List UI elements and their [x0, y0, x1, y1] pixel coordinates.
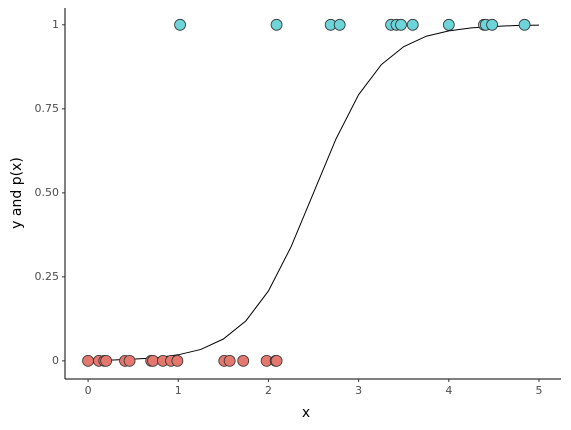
data-point: [237, 354, 250, 367]
data-point: [174, 18, 186, 31]
x-tick-label: 4: [445, 384, 452, 397]
y-axis-title: y and p(x): [9, 157, 25, 229]
fitted-curve: [88, 24, 540, 362]
data-point: [147, 354, 159, 367]
data-point: [442, 18, 455, 31]
y-tick-label: 0.25: [35, 270, 60, 283]
x-tick-label: 5: [535, 384, 542, 397]
data-point: [395, 18, 407, 31]
y-tick-label: 0: [52, 354, 59, 367]
y-tick-label: 0.50: [35, 186, 60, 199]
data-point: [486, 18, 499, 31]
x-axis-title: x: [302, 405, 310, 421]
data-point: [223, 354, 236, 367]
data-point: [82, 354, 94, 367]
data-point: [518, 18, 531, 31]
data-point: [100, 354, 113, 367]
x-tick-label: 3: [355, 384, 362, 397]
y-tick-label: 0.75: [35, 102, 60, 115]
data-point: [270, 18, 283, 31]
data-point: [270, 354, 283, 367]
data-point: [333, 18, 346, 31]
data-point: [406, 18, 419, 31]
y-tick-label: 1: [52, 18, 59, 31]
x-tick-label: 1: [175, 384, 182, 397]
data-point: [123, 354, 136, 367]
x-tick-label: 2: [265, 384, 272, 397]
data-point: [171, 354, 184, 367]
x-tick-label: 0: [85, 384, 92, 397]
